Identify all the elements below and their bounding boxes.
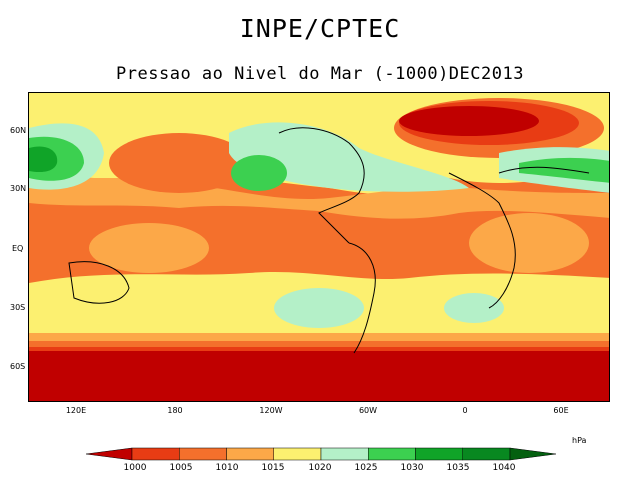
colorbar-segment (179, 447, 227, 461)
pressure-field (29, 93, 609, 401)
lon-label-60w: 60W (358, 406, 378, 415)
lat-label-60s: 60S (10, 362, 26, 371)
s-band-1000 (29, 351, 609, 401)
colorbar (86, 447, 556, 461)
lat-label-60n: 60N (10, 126, 27, 135)
colorbar-segment (131, 447, 180, 461)
colorbar-segment (368, 447, 416, 461)
unit-label: hPa (572, 436, 587, 445)
colorbar-label: 1015 (261, 463, 285, 473)
lat-label-eq: EQ (12, 244, 24, 253)
colorbar-label: 1030 (400, 463, 424, 473)
colorbar-label: 1025 (354, 463, 378, 473)
lon-label-120w: 120W (259, 406, 283, 415)
lon-label-60e: 60E (553, 406, 569, 415)
pressure-map (28, 92, 610, 402)
pacific-low (109, 133, 249, 193)
colorbar-label: 1020 (308, 463, 332, 473)
eq-patch-w (89, 223, 209, 273)
na-high (229, 122, 469, 192)
colorbar-segment (320, 447, 369, 461)
colorbar-label: 1040 (492, 463, 516, 473)
lon-label-180: 180 (167, 406, 183, 415)
s-band-1005 (29, 347, 609, 353)
eq-patch-e (469, 213, 589, 273)
s-band-1010 (29, 341, 609, 349)
east-high-core (519, 157, 609, 183)
colorbar-label: 1000 (123, 463, 147, 473)
map-subtitle: Pressao ao Nivel do Mar (-1000)DEC2013 (116, 64, 524, 84)
atlantic-low-core (399, 106, 539, 136)
lat-label-30s: 30S (10, 303, 26, 312)
colorbar-segment (415, 447, 463, 461)
colorbar-label: 1010 (215, 463, 239, 473)
na-high-core (231, 155, 287, 191)
coastlines (68, 127, 590, 354)
lon-label-120e: 120E (65, 406, 87, 415)
colorbar-segment (462, 447, 511, 461)
lat-label-30n: 30N (10, 184, 27, 193)
colorbar-label: 1035 (446, 463, 470, 473)
lon-label-0: 0 (462, 406, 468, 415)
colorbar-segment (509, 447, 556, 461)
colorbar-segment (226, 447, 274, 461)
map-title: INPE/CPTEC (239, 14, 401, 43)
asia-high-core (29, 146, 58, 173)
sp-high (274, 288, 364, 328)
colorbar-segment (86, 447, 133, 461)
colorbar-label: 1005 (169, 463, 193, 473)
colorbar-segment (273, 447, 322, 461)
sa-high (444, 293, 504, 323)
